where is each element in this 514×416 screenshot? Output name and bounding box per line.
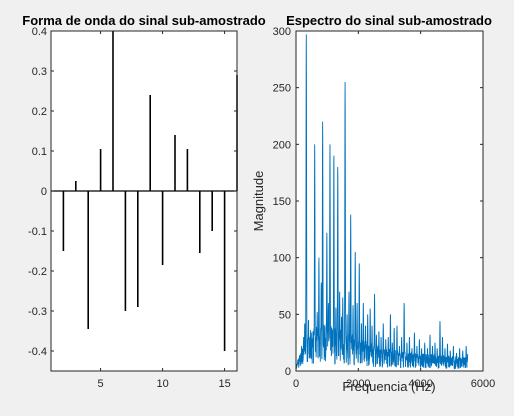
spectrum-y-tick-label: 0 bbox=[285, 366, 291, 378]
spectrum-line bbox=[295, 34, 469, 371]
spectrum-line-layer bbox=[295, 34, 469, 371]
waveform-x-ticks: 5 10 15 bbox=[98, 31, 231, 390]
spectrum-axes[interactable]: 0 50 100 150 200 250 300 0 2000 4000 6000 bbox=[273, 26, 496, 390]
waveform-y-tick-label: -0.4 bbox=[28, 346, 47, 358]
spectrum-plot-area bbox=[296, 31, 483, 371]
waveform-x-tick-label: 5 bbox=[98, 378, 104, 390]
spectrum-x-tick-label: 0 bbox=[293, 378, 299, 390]
waveform-y-tick-label: 0.2 bbox=[32, 106, 47, 118]
spectrum-x-tick-label: 4000 bbox=[408, 378, 432, 390]
spectrum-y-tick-label: 250 bbox=[273, 83, 291, 95]
waveform-x-tick-label: 15 bbox=[218, 378, 230, 390]
waveform-y-tick-label: -0.2 bbox=[28, 266, 47, 278]
spectrum-y-tick-label: 150 bbox=[273, 196, 291, 208]
waveform-y-tick-label: 0.3 bbox=[32, 66, 47, 78]
spectrum-y-tick-label: 200 bbox=[273, 139, 291, 151]
waveform-y-tick-label: 0 bbox=[41, 186, 47, 198]
waveform-plot-area bbox=[51, 31, 237, 371]
spectrum-y-label: Magnitude bbox=[251, 171, 266, 232]
waveform-y-tick-label: 0.1 bbox=[32, 146, 47, 158]
spectrum-title: Espectro do sinal sub-amostrado bbox=[286, 13, 492, 28]
waveform-x-tick-label: 10 bbox=[156, 378, 168, 390]
spectrum-x-ticks: 0 2000 4000 6000 bbox=[293, 31, 495, 390]
spectrum-x-tick-label: 2000 bbox=[346, 378, 370, 390]
spectrum-y-tick-label: 50 bbox=[279, 309, 291, 321]
waveform-title: Forma de onda do sinal sub-amostrado bbox=[22, 13, 265, 28]
waveform-y-tick-label: 0.4 bbox=[32, 26, 47, 38]
spectrum-x-label: Frequencia (Hz) bbox=[342, 379, 435, 394]
waveform-y-tick-label: -0.3 bbox=[28, 306, 47, 318]
waveform-axes[interactable]: 0.4 0.3 0.2 0.1 0 -0.1 -0.2 -0.3 -0.4 5 10 15 bbox=[28, 26, 238, 390]
waveform-axes-box bbox=[50, 30, 238, 372]
waveform-y-tick-label: -0.1 bbox=[28, 226, 47, 238]
spectrum-y-tick-label: 100 bbox=[273, 253, 291, 265]
spectrum-x-tick-label: 6000 bbox=[471, 378, 495, 390]
spectrum-y-tick-label: 300 bbox=[273, 26, 291, 38]
spectrum-axes-box bbox=[295, 30, 484, 372]
spectrum-y-ticks: 0 50 100 150 200 250 300 bbox=[273, 26, 483, 378]
